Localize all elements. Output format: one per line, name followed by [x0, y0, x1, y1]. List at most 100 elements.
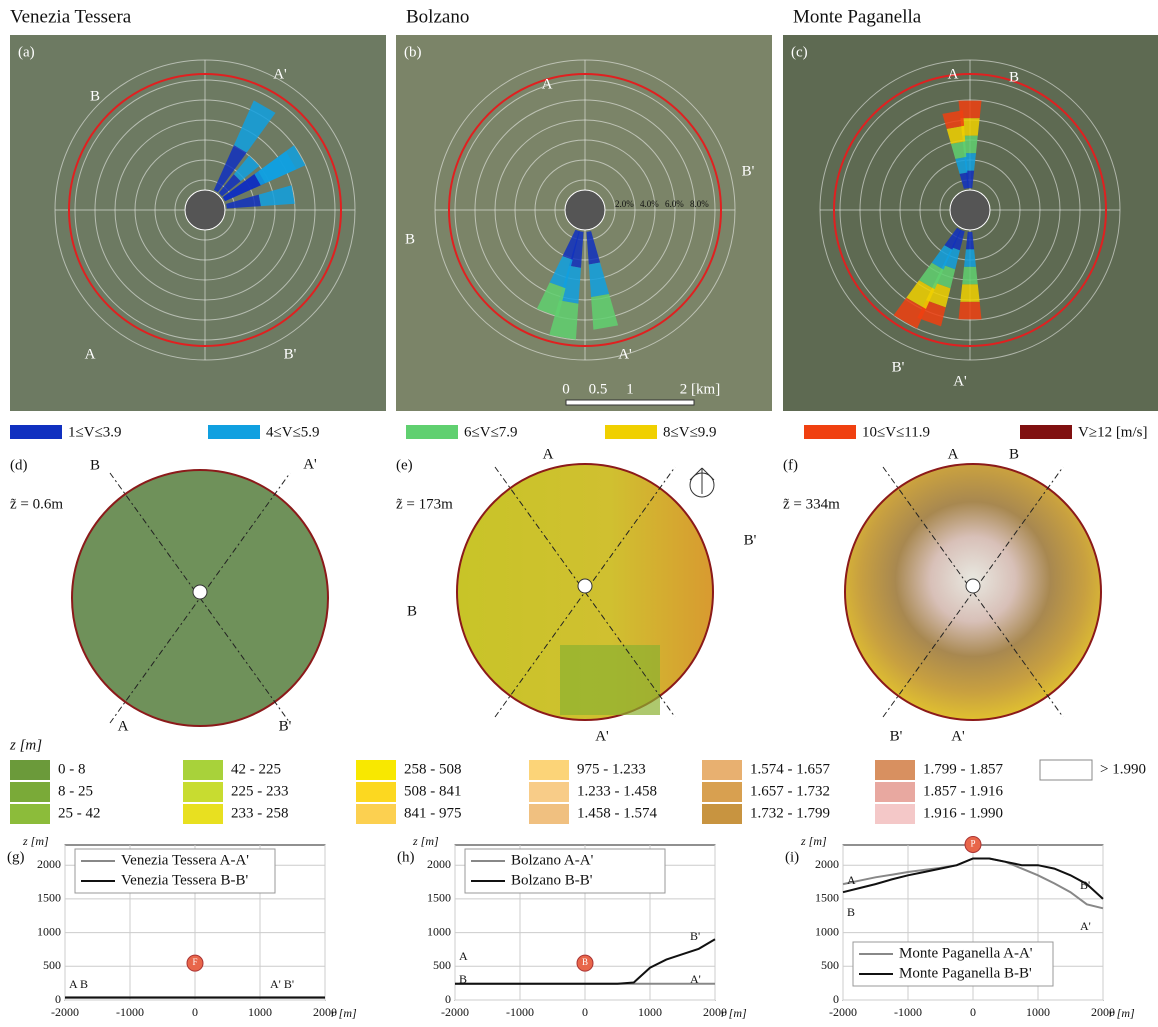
y-tick-label: 1500 — [815, 891, 839, 905]
legend-title: z [m] — [9, 737, 42, 753]
site-icon — [965, 578, 981, 594]
rose-wedge — [213, 145, 247, 193]
section-label: B' — [892, 359, 905, 375]
x-tick-label: -1000 — [894, 1005, 922, 1019]
section-label: A — [542, 76, 553, 92]
legend-swatch — [702, 760, 742, 780]
legend-swatch — [10, 760, 50, 780]
ring-label: 2.0% — [615, 199, 634, 209]
section-label: B — [405, 231, 415, 247]
y-tick-label: 1000 — [427, 924, 451, 938]
legend-swatch — [356, 804, 396, 824]
rose-wedge — [931, 245, 953, 270]
x-tick-label: -2000 — [829, 1005, 857, 1019]
legend-label: Venezia Tessera A-A' — [121, 852, 249, 868]
legend-swatch — [208, 425, 260, 439]
y-tick-label: 500 — [433, 958, 451, 972]
pin-label: B — [582, 957, 588, 967]
legend-swatch — [529, 804, 569, 824]
section-label: B — [407, 603, 417, 619]
panel-label: (a) — [18, 44, 35, 60]
legend-label: Venezia Tessera B-B' — [121, 872, 248, 888]
y-tick-label: 1000 — [815, 924, 839, 938]
rose-wedge — [951, 229, 965, 251]
x-axis-label: r [m] — [331, 1006, 357, 1020]
legend-swatch — [1039, 759, 1093, 781]
legend-swatch — [529, 760, 569, 780]
legend-label: 10≤V≤11.9 — [862, 424, 930, 440]
legend-label: 4≤V≤5.9 — [266, 424, 320, 440]
y-axis-label: z [m] — [800, 834, 827, 848]
legend-label: 42 - 225 — [231, 761, 281, 777]
section-label: A — [543, 446, 554, 462]
height-label: z̃ = 334m — [783, 496, 840, 512]
annotation: A' — [690, 972, 701, 986]
x-tick-label: 2000 — [703, 1005, 727, 1019]
height-label: z̃ = 0.6m — [10, 496, 63, 512]
annotation: A' B' — [270, 977, 294, 991]
x-axis-label: r [m] — [1109, 1006, 1135, 1020]
legend-swatch — [183, 782, 223, 802]
panel-label: (b) — [404, 44, 422, 60]
rose-wedge — [906, 280, 935, 309]
section-label: A' — [618, 346, 632, 362]
legend-label: 508 - 841 — [404, 783, 462, 799]
section-label: B' — [279, 718, 292, 734]
domain-circle — [833, 73, 1107, 347]
annotation: B — [459, 972, 467, 986]
legend-label: 975 - 1.233 — [577, 761, 646, 777]
legend-label: 1.233 - 1.458 — [577, 783, 657, 799]
rose-wedge — [536, 282, 566, 317]
rose-wedge — [233, 100, 276, 153]
terrain-patch — [560, 645, 660, 715]
legend-swatch — [406, 425, 458, 439]
section-label: B' — [744, 532, 757, 548]
rose-wedge — [955, 156, 968, 174]
legend-label: 1.732 - 1.799 — [750, 805, 830, 821]
legend-swatch — [356, 782, 396, 802]
y-tick-label: 500 — [43, 958, 61, 972]
legend-label: 8≤V≤9.9 — [663, 424, 717, 440]
x-tick-label: -2000 — [441, 1005, 469, 1019]
section-label: A — [118, 718, 129, 734]
legend-swatch — [10, 804, 50, 824]
x-tick-label: -1000 — [506, 1005, 534, 1019]
legend-swatch — [1020, 425, 1072, 439]
y-tick-label: 0 — [55, 992, 61, 1006]
y-tick-label: 1500 — [427, 891, 451, 905]
scale-label: 0.5 — [589, 381, 608, 397]
y-tick-label: 1500 — [37, 891, 61, 905]
legend-swatch — [356, 760, 396, 780]
rose-wedge — [588, 262, 610, 298]
legend-swatch — [605, 425, 657, 439]
panel-label: (d) — [10, 457, 28, 473]
legend-label: Monte Paganella A-A' — [899, 945, 1033, 961]
panel-label: (f) — [783, 457, 798, 473]
data-line — [455, 938, 716, 985]
legend-swatch — [183, 760, 223, 780]
x-tick-label: 0 — [582, 1005, 588, 1019]
north-icon — [689, 467, 715, 494]
x-tick-label: 1000 — [638, 1005, 662, 1019]
site-icon — [577, 578, 593, 594]
y-axis-label: z [m] — [412, 834, 439, 848]
x-tick-label: 0 — [970, 1005, 976, 1019]
x-tick-label: 0 — [192, 1005, 198, 1019]
y-tick-label: 2000 — [815, 857, 839, 871]
data-line — [842, 857, 1104, 900]
rose-wedge — [960, 284, 980, 302]
legend-label: 225 - 233 — [231, 783, 289, 799]
x-tick-label: 2000 — [313, 1005, 337, 1019]
legend-box — [464, 848, 666, 894]
section-label: B' — [742, 163, 755, 179]
section-label: A' — [273, 66, 287, 82]
height-label: z̃ = 173m — [396, 496, 453, 512]
scale-label: 2 [km] — [680, 381, 720, 397]
y-tick-label: 2000 — [37, 857, 61, 871]
section-label: B — [1009, 446, 1019, 462]
rose-wedge — [965, 231, 975, 250]
legend-box — [852, 941, 1054, 987]
site-title: Bolzano — [406, 6, 469, 27]
annotation: B — [847, 905, 855, 919]
